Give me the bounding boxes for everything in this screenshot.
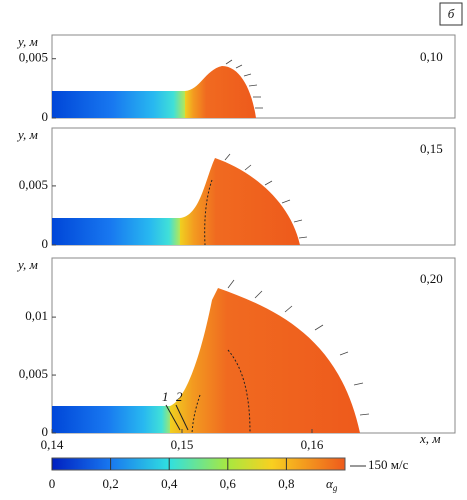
y-tick-label: 0,01 [25, 308, 48, 323]
jet-front [180, 158, 300, 245]
jet-front [185, 66, 256, 118]
colorbar-tick-label: 0,4 [161, 476, 178, 491]
velocity-vectors [227, 279, 370, 416]
y-tick-label: 0 [42, 424, 49, 439]
time-label: 0,15 [420, 141, 443, 156]
y-tick-label: 0,005 [19, 177, 48, 192]
colorbar-tick-label: 0,6 [220, 476, 237, 491]
colorbar-label: αg [326, 476, 338, 493]
jet-band [52, 406, 174, 433]
y-tick-label: 0 [42, 109, 49, 124]
y-axis-label: y, м [16, 257, 38, 272]
contour [227, 349, 251, 434]
velocity-vectors [225, 59, 263, 109]
x-tick-label: 0,15 [171, 437, 194, 452]
curve-line [165, 404, 181, 431]
x-axis-label: x, м [419, 431, 441, 446]
contour [204, 179, 213, 246]
panel-label: б [448, 6, 455, 21]
jet-front [170, 288, 360, 433]
curve-label: 1 [162, 389, 169, 404]
colorbar-tick-label: 0,8 [278, 476, 294, 491]
colorbar [51, 457, 346, 471]
x-tick-label: 0,14 [41, 437, 64, 452]
y-tick-label: 0,005 [19, 50, 48, 65]
contour [191, 394, 201, 434]
colorbar-tick-label: 0 [49, 476, 56, 491]
time-label: 0,20 [420, 271, 443, 286]
y-axis-label: y, м [16, 34, 38, 49]
jet-band [52, 218, 182, 245]
curve-label: 2 [176, 389, 183, 404]
curve-line [175, 404, 189, 431]
y-axis-label: y, м [16, 127, 38, 142]
y-tick-label: 0 [42, 236, 49, 251]
colorbar-tick-label: 0,2 [102, 476, 118, 491]
velocity-vectors [224, 153, 308, 239]
panel-label-box [439, 2, 463, 26]
time-label: 0,10 [420, 49, 443, 64]
x-tick-label: 0,16 [301, 437, 324, 452]
jet-band [52, 91, 187, 118]
vector-scale: 150 м/с [368, 457, 409, 472]
y-tick-label: 0,005 [19, 366, 48, 381]
